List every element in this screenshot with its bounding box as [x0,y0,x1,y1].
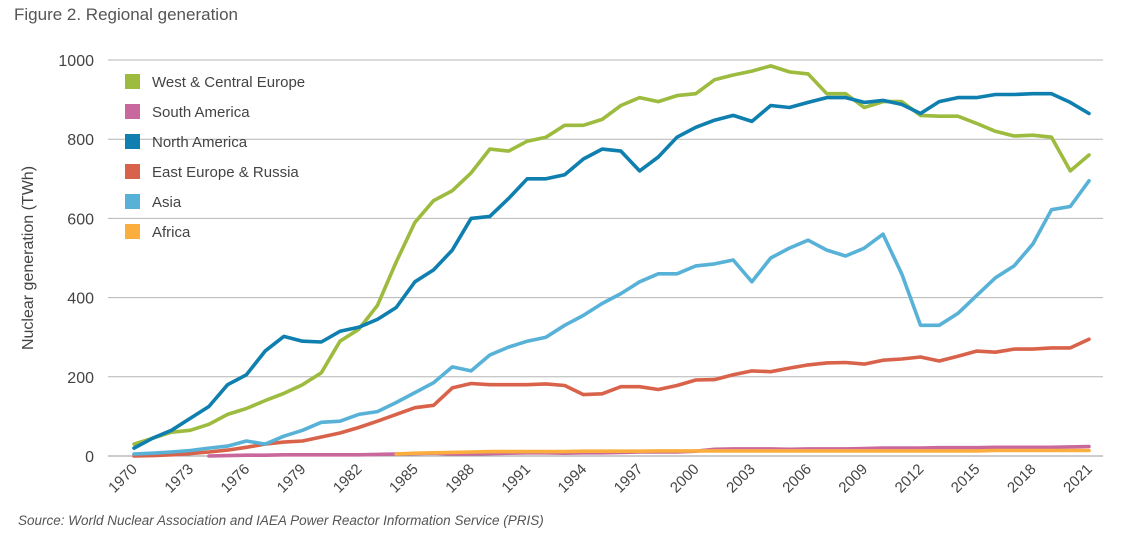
legend-swatch-africa [125,224,140,239]
figure-title: Figure 2. Regional generation [14,5,238,24]
x-tick-label: 2012 [892,461,928,497]
series-line-asia [132,179,1091,456]
x-tick-label: 1991 [498,461,534,497]
x-tick-label: 1979 [274,461,310,497]
series-line-africa [394,448,1091,456]
legend-label-asia: Asia [152,194,182,211]
legend-label-north-america: North America [152,134,248,151]
legend-label-south-america: South America [152,104,250,121]
gridlines [108,59,1103,457]
source-note: Source: World Nuclear Association and IA… [18,513,544,528]
series-line-north-america [132,91,1091,450]
x-axis: 1970 1973 1976 1979 1982 1985 1988 1991 1994 1997… [105,461,1096,497]
y-axis-label: Nuclear generation (TWh) [20,166,37,350]
x-tick-label: 2006 [779,461,815,497]
x-tick-label: 1976 [218,461,254,497]
y-tick-label: 1000 [58,53,94,70]
x-tick-label: 1973 [161,461,197,497]
series-lines [132,64,1091,458]
y-tick-label: 400 [67,291,94,308]
legend-swatch-south-america [125,104,140,119]
y-tick-label: 600 [67,211,94,228]
x-tick-label: 2021 [1060,461,1096,497]
legend-swatch-west-central-europe [125,74,140,89]
y-tick-label: 200 [67,370,94,387]
legend-label-east-europe-russia: East Europe & Russia [152,164,299,181]
x-tick-label: 2015 [948,461,984,497]
x-tick-label: 2018 [1004,461,1040,497]
x-tick-label: 1997 [611,461,647,497]
x-tick-label: 1982 [330,461,366,497]
series-line-west-central-europe [132,64,1091,446]
x-tick-label: 2000 [667,461,703,497]
x-tick-label: 2003 [723,461,759,497]
legend-swatch-north-america [125,134,140,149]
series-line-east-europe-russia [132,337,1091,458]
x-tick-label: 1988 [442,461,478,497]
x-tick-label: 1994 [555,461,591,497]
y-tick-label: 0 [85,449,94,466]
legend-label-africa: Africa [152,224,191,241]
x-tick-label: 1985 [386,461,422,497]
x-tick-label: 2009 [836,461,872,497]
legend-swatch-asia [125,194,140,209]
y-tick-label: 800 [67,132,94,149]
x-tick-label: 1970 [105,461,141,497]
legend-label-west-central-europe: West & Central Europe [152,74,305,91]
legend-swatch-east-europe-russia [125,164,140,179]
legend: West & Central Europe South America North … [125,74,305,241]
y-axis: 0 200 400 600 800 1000 [58,53,94,466]
